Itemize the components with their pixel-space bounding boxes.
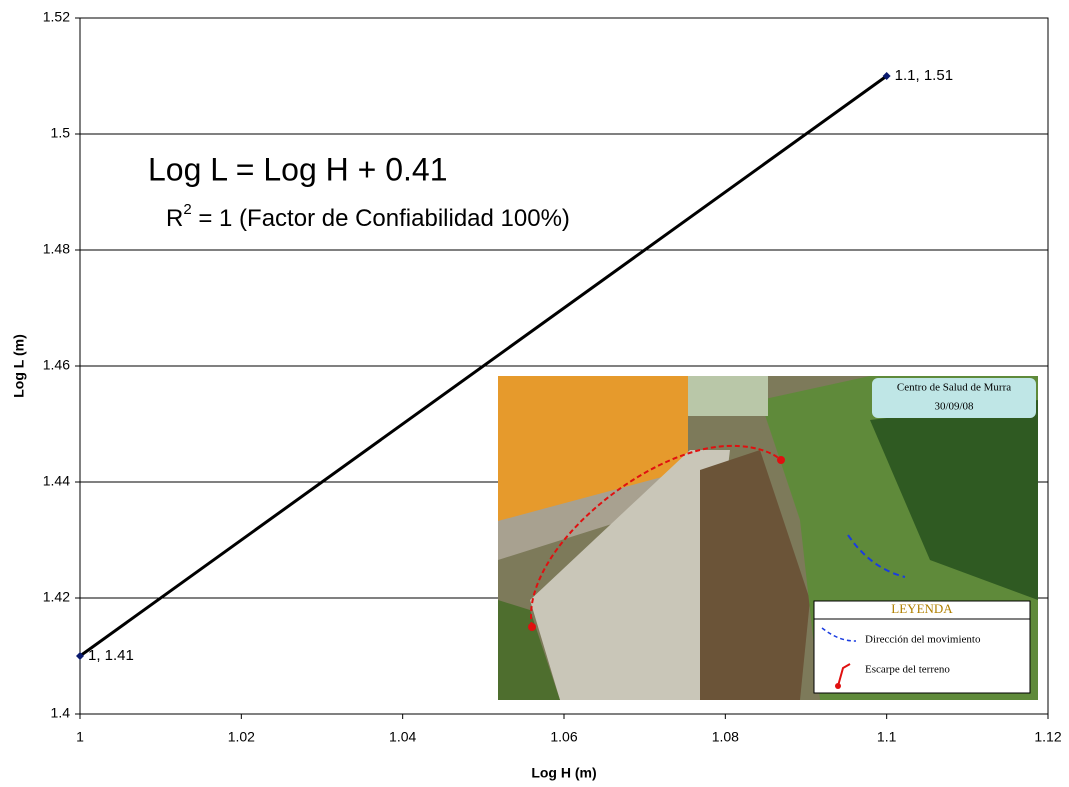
y-tick-label: 1.48 [43,241,70,257]
legend-scarp-point [835,683,841,689]
legend-item: Escarpe del terreno [865,664,950,676]
y-tick-label: 1.42 [43,589,70,605]
equation: Log L = Log H + 0.41 [148,151,448,187]
photo-inset: Centro de Salud de Murra 30/09/08 LEYEND… [498,376,1038,700]
r-symbol: R [166,205,183,232]
x-tick-label: 1.12 [1034,729,1061,745]
r-squared: R2 = 1 (Factor de Confiabilidad 100%) [166,201,570,232]
data-label: 1.1, 1.51 [895,67,953,84]
y-tick-label: 1.52 [43,9,70,25]
date: 30/09/08 [934,401,974,413]
y-axis-title: Log L (m) [11,334,27,398]
data-label: 1, 1.41 [88,647,134,664]
y-tick-label: 1.5 [51,125,71,141]
y-tick-label: 1.44 [43,473,70,489]
x-tick-label: 1.06 [550,729,577,745]
x-tick-label: 1.08 [712,729,739,745]
scarp-point [777,456,785,464]
y-tick-label: 1.46 [43,357,70,373]
x-tick-label: 1.1 [877,729,897,745]
scarp-point [528,623,536,631]
background [688,376,768,416]
legend-item: Dirección del movimiento [865,634,981,646]
x-axis-title: Log H (m) [531,765,596,781]
y-tick-label: 1.4 [51,705,71,721]
superscript: 2 [183,201,191,218]
x-tick-label: 1.04 [389,729,416,745]
x-tick-label: 1 [76,729,84,745]
r-text: = 1 (Factor de Confiabilidad 100%) [192,205,570,232]
chart: Log L = Log H + 0.41 R2 = 1 (Factor de C… [0,0,1069,787]
legend-title: LEYENDA [891,601,953,616]
x-tick-label: 1.02 [228,729,255,745]
caption: Centro de Salud de Murra [897,382,1011,394]
